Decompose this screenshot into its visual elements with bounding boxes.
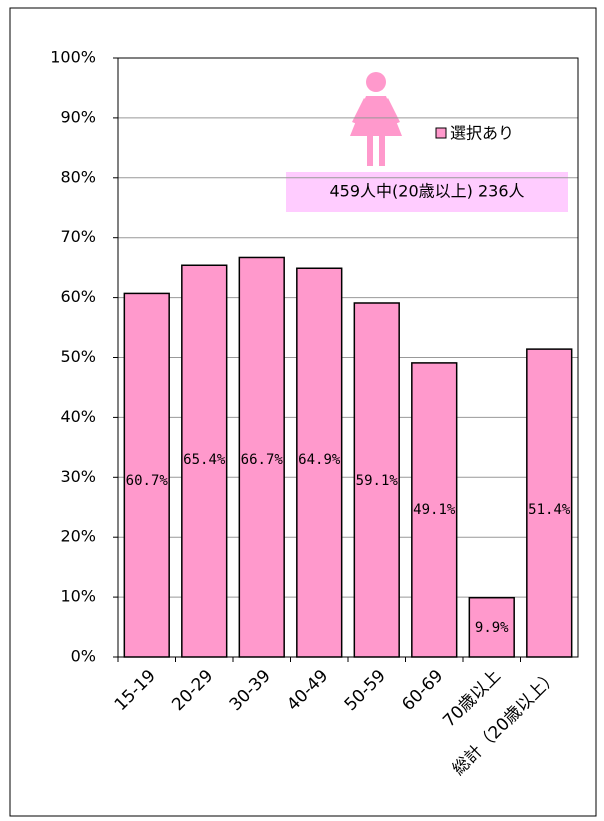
- y-tick-label: 100%: [50, 48, 96, 67]
- legend-label: 選択あり: [450, 124, 514, 143]
- bar: [353, 302, 400, 658]
- bar: [411, 362, 458, 658]
- legend-swatch: [435, 127, 447, 139]
- value-label: 65.4%: [183, 452, 226, 468]
- y-tick-label: 70%: [60, 227, 96, 246]
- y-tick-label: 80%: [60, 167, 96, 186]
- bar: [238, 256, 285, 658]
- value-label: 60.7%: [126, 473, 169, 489]
- annotation-box: [286, 172, 568, 212]
- value-label: 64.9%: [298, 452, 341, 468]
- y-tick-label: 0%: [71, 647, 96, 666]
- bar: [468, 596, 515, 658]
- bar: [123, 292, 170, 658]
- value-label: 51.4%: [528, 502, 571, 518]
- x-tick-label: 30-39: [226, 666, 275, 715]
- x-tick-label: 20-29: [168, 666, 217, 715]
- value-label: 59.1%: [356, 473, 399, 489]
- y-tick-label: 90%: [60, 107, 96, 126]
- bar: [526, 348, 573, 658]
- y-tick-label: 20%: [60, 527, 96, 546]
- x-tick-label: 総計（20歳以上）: [449, 666, 563, 780]
- x-tick-label: 15-19: [111, 666, 160, 715]
- value-label: 66.7%: [241, 452, 284, 468]
- bar: [181, 264, 228, 658]
- woman-icon: [350, 72, 402, 166]
- bar: [296, 267, 343, 658]
- value-label: 49.1%: [413, 502, 456, 518]
- x-tick-label: 50-59: [341, 666, 390, 715]
- y-tick-label: 50%: [60, 347, 96, 366]
- annotation: 459人中(20歳以上) 236人: [329, 182, 524, 201]
- x-tick-label: 60-69: [398, 666, 447, 715]
- y-tick-label: 30%: [60, 467, 96, 486]
- x-tick-label: 40-49: [283, 666, 332, 715]
- value-label: 9.9%: [475, 620, 509, 636]
- y-tick-label: 40%: [60, 407, 96, 426]
- y-tick-label: 60%: [60, 287, 96, 306]
- frame: [9, 7, 597, 817]
- y-tick-label: 10%: [60, 587, 96, 606]
